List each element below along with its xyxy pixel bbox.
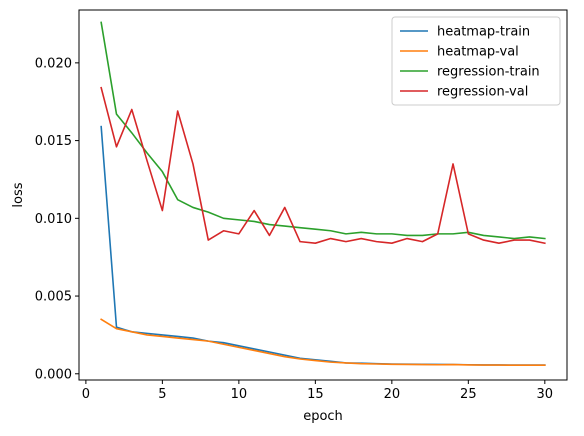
legend-label: regression-train	[437, 65, 540, 80]
x-axis-label: epoch	[303, 409, 343, 424]
series-line-regression-train	[100, 21, 546, 240]
plot-lines	[100, 21, 546, 367]
x-tick-label: 15	[307, 387, 324, 402]
legend-item: heatmap-train	[400, 25, 530, 40]
x-tick-label: 0	[82, 387, 90, 402]
y-axis: 0.000 0.005 0.010 0.015 0.020	[35, 56, 79, 382]
legend: heatmap-train heatmap-val regression-train…	[391, 16, 561, 106]
legend-item: heatmap-val	[400, 45, 519, 60]
series-line-regression-val	[100, 86, 546, 245]
legend-box	[391, 16, 561, 106]
y-tick-label: 0.020	[35, 56, 72, 71]
x-axis: 0 5 10 15 20 25 30	[82, 380, 553, 402]
x-tick-label: 10	[231, 387, 248, 402]
x-tick-label: 25	[460, 387, 477, 402]
series-line-heatmap-val	[100, 318, 546, 367]
y-tick-label: 0.000	[35, 367, 72, 382]
plot-frame	[78, 9, 568, 381]
x-tick-label: 30	[537, 387, 554, 402]
y-tick-label: 0.005	[35, 290, 72, 305]
y-tick-label: 0.015	[35, 134, 72, 149]
y-axis-label: loss	[11, 182, 26, 207]
legend-label: heatmap-val	[437, 45, 519, 60]
x-tick-label: 20	[384, 387, 401, 402]
x-tick-label: 5	[158, 387, 166, 402]
legend-item: regression-val	[400, 85, 528, 100]
y-tick-label: 0.010	[35, 212, 72, 227]
legend-item: regression-train	[400, 65, 540, 80]
legend-label: regression-val	[437, 85, 528, 100]
legend-label: heatmap-train	[437, 25, 530, 40]
